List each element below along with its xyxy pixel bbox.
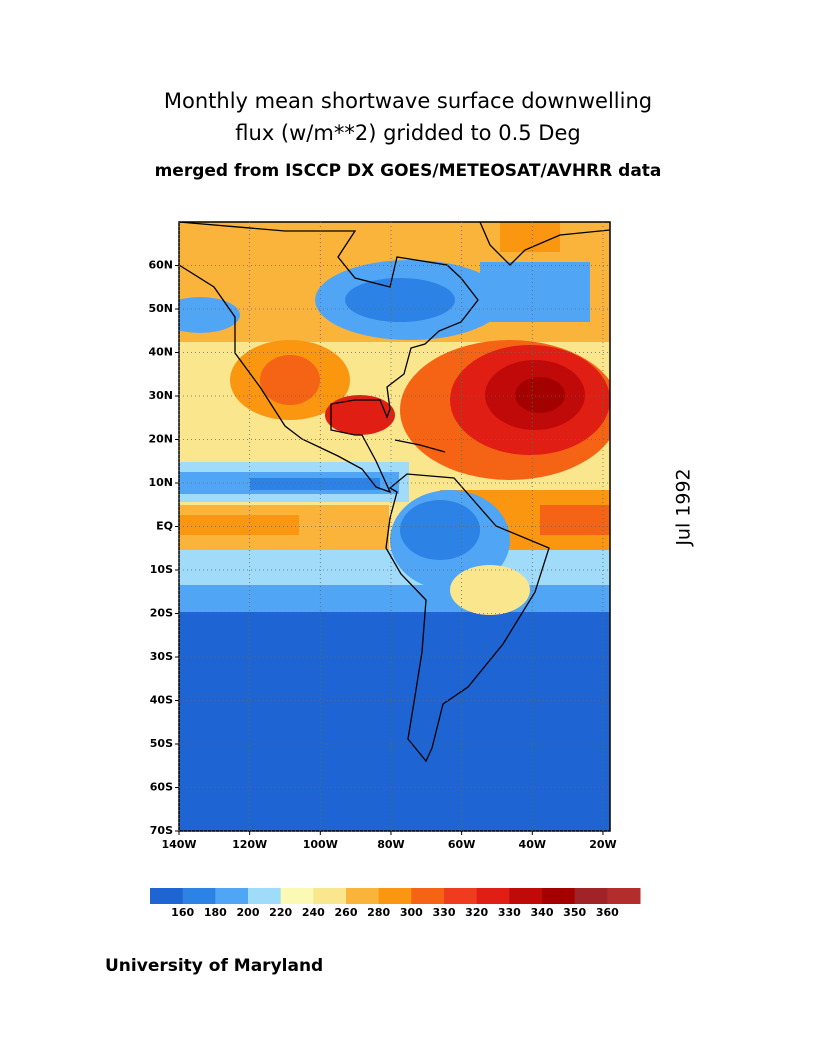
colorbar-box (378, 888, 412, 904)
x-tick-label: 60W (448, 838, 475, 851)
colorbar-label: 180 (204, 906, 227, 919)
colorbar-label: 320 (465, 906, 488, 919)
colorbar-box (509, 888, 543, 904)
colorbar-label: 350 (563, 906, 586, 919)
date-label: Jul 1992 (673, 468, 695, 546)
y-tick-label: 40N (148, 346, 173, 359)
y-tick-label: 10N (148, 476, 173, 489)
y-tick-label: 50S (150, 737, 173, 750)
x-tick-label: 100W (303, 838, 338, 851)
y-tick-label: 20S (150, 607, 173, 620)
y-tick-label: 50N (148, 302, 173, 315)
colorbar-label: 330 (433, 906, 456, 919)
y-tick-label: 40S (150, 694, 173, 707)
coastlines (178, 221, 611, 763)
x-tick-label: 120W (232, 838, 267, 851)
title-line: flux (w/m**2) gridded to 0.5 Deg (235, 121, 580, 145)
x-tick-label: 20W (589, 838, 616, 851)
colorbar-box (280, 888, 314, 904)
y-tick-label: 60N (148, 259, 173, 272)
colorbar-box (346, 888, 380, 904)
x-tick-label: 80W (377, 838, 404, 851)
y-tick-label: 60S (150, 781, 173, 794)
colorbar-label: 360 (596, 906, 619, 919)
colorbar-label: 280 (367, 906, 390, 919)
colorbar-box (574, 888, 608, 904)
colorbar-label: 200 (237, 906, 260, 919)
x-tick-label: 140W (161, 838, 196, 851)
title-line: Monthly mean shortwave surface downwelli… (164, 89, 652, 113)
colorbar-box (313, 888, 347, 904)
colorbar-box (607, 888, 641, 904)
y-tick-label: 30S (150, 650, 173, 663)
flux-field (179, 222, 610, 831)
y-tick-label: 70S (150, 824, 173, 837)
y-tick-label: 20N (148, 433, 173, 446)
colorbar-label: 340 (531, 906, 554, 919)
colorbar-box (411, 888, 445, 904)
colorbar-label: 240 (302, 906, 325, 919)
colorbar-box (248, 888, 282, 904)
colorbar-label: 160 (171, 906, 194, 919)
colorbar-box (182, 888, 216, 904)
colorbar-box (215, 888, 249, 904)
colorbar-box (444, 888, 478, 904)
colorbar-label: 330 (498, 906, 521, 919)
colorbar-box (542, 888, 576, 904)
colorbar-label: 260 (335, 906, 358, 919)
x-tick-label: 40W (519, 838, 546, 851)
y-tick-label: 10S (150, 563, 173, 576)
colorbar-label: 300 (400, 906, 423, 919)
y-tick-label: 30N (148, 389, 173, 402)
footer: University of Maryland (105, 956, 323, 976)
colorbar-box (476, 888, 510, 904)
title-line: merged from ISCCP DX GOES/METEOSAT/AVHRR… (155, 161, 662, 181)
y-tick-label: EQ (156, 520, 173, 533)
colorbar-label: 220 (269, 906, 292, 919)
colorbar-box (150, 888, 184, 904)
